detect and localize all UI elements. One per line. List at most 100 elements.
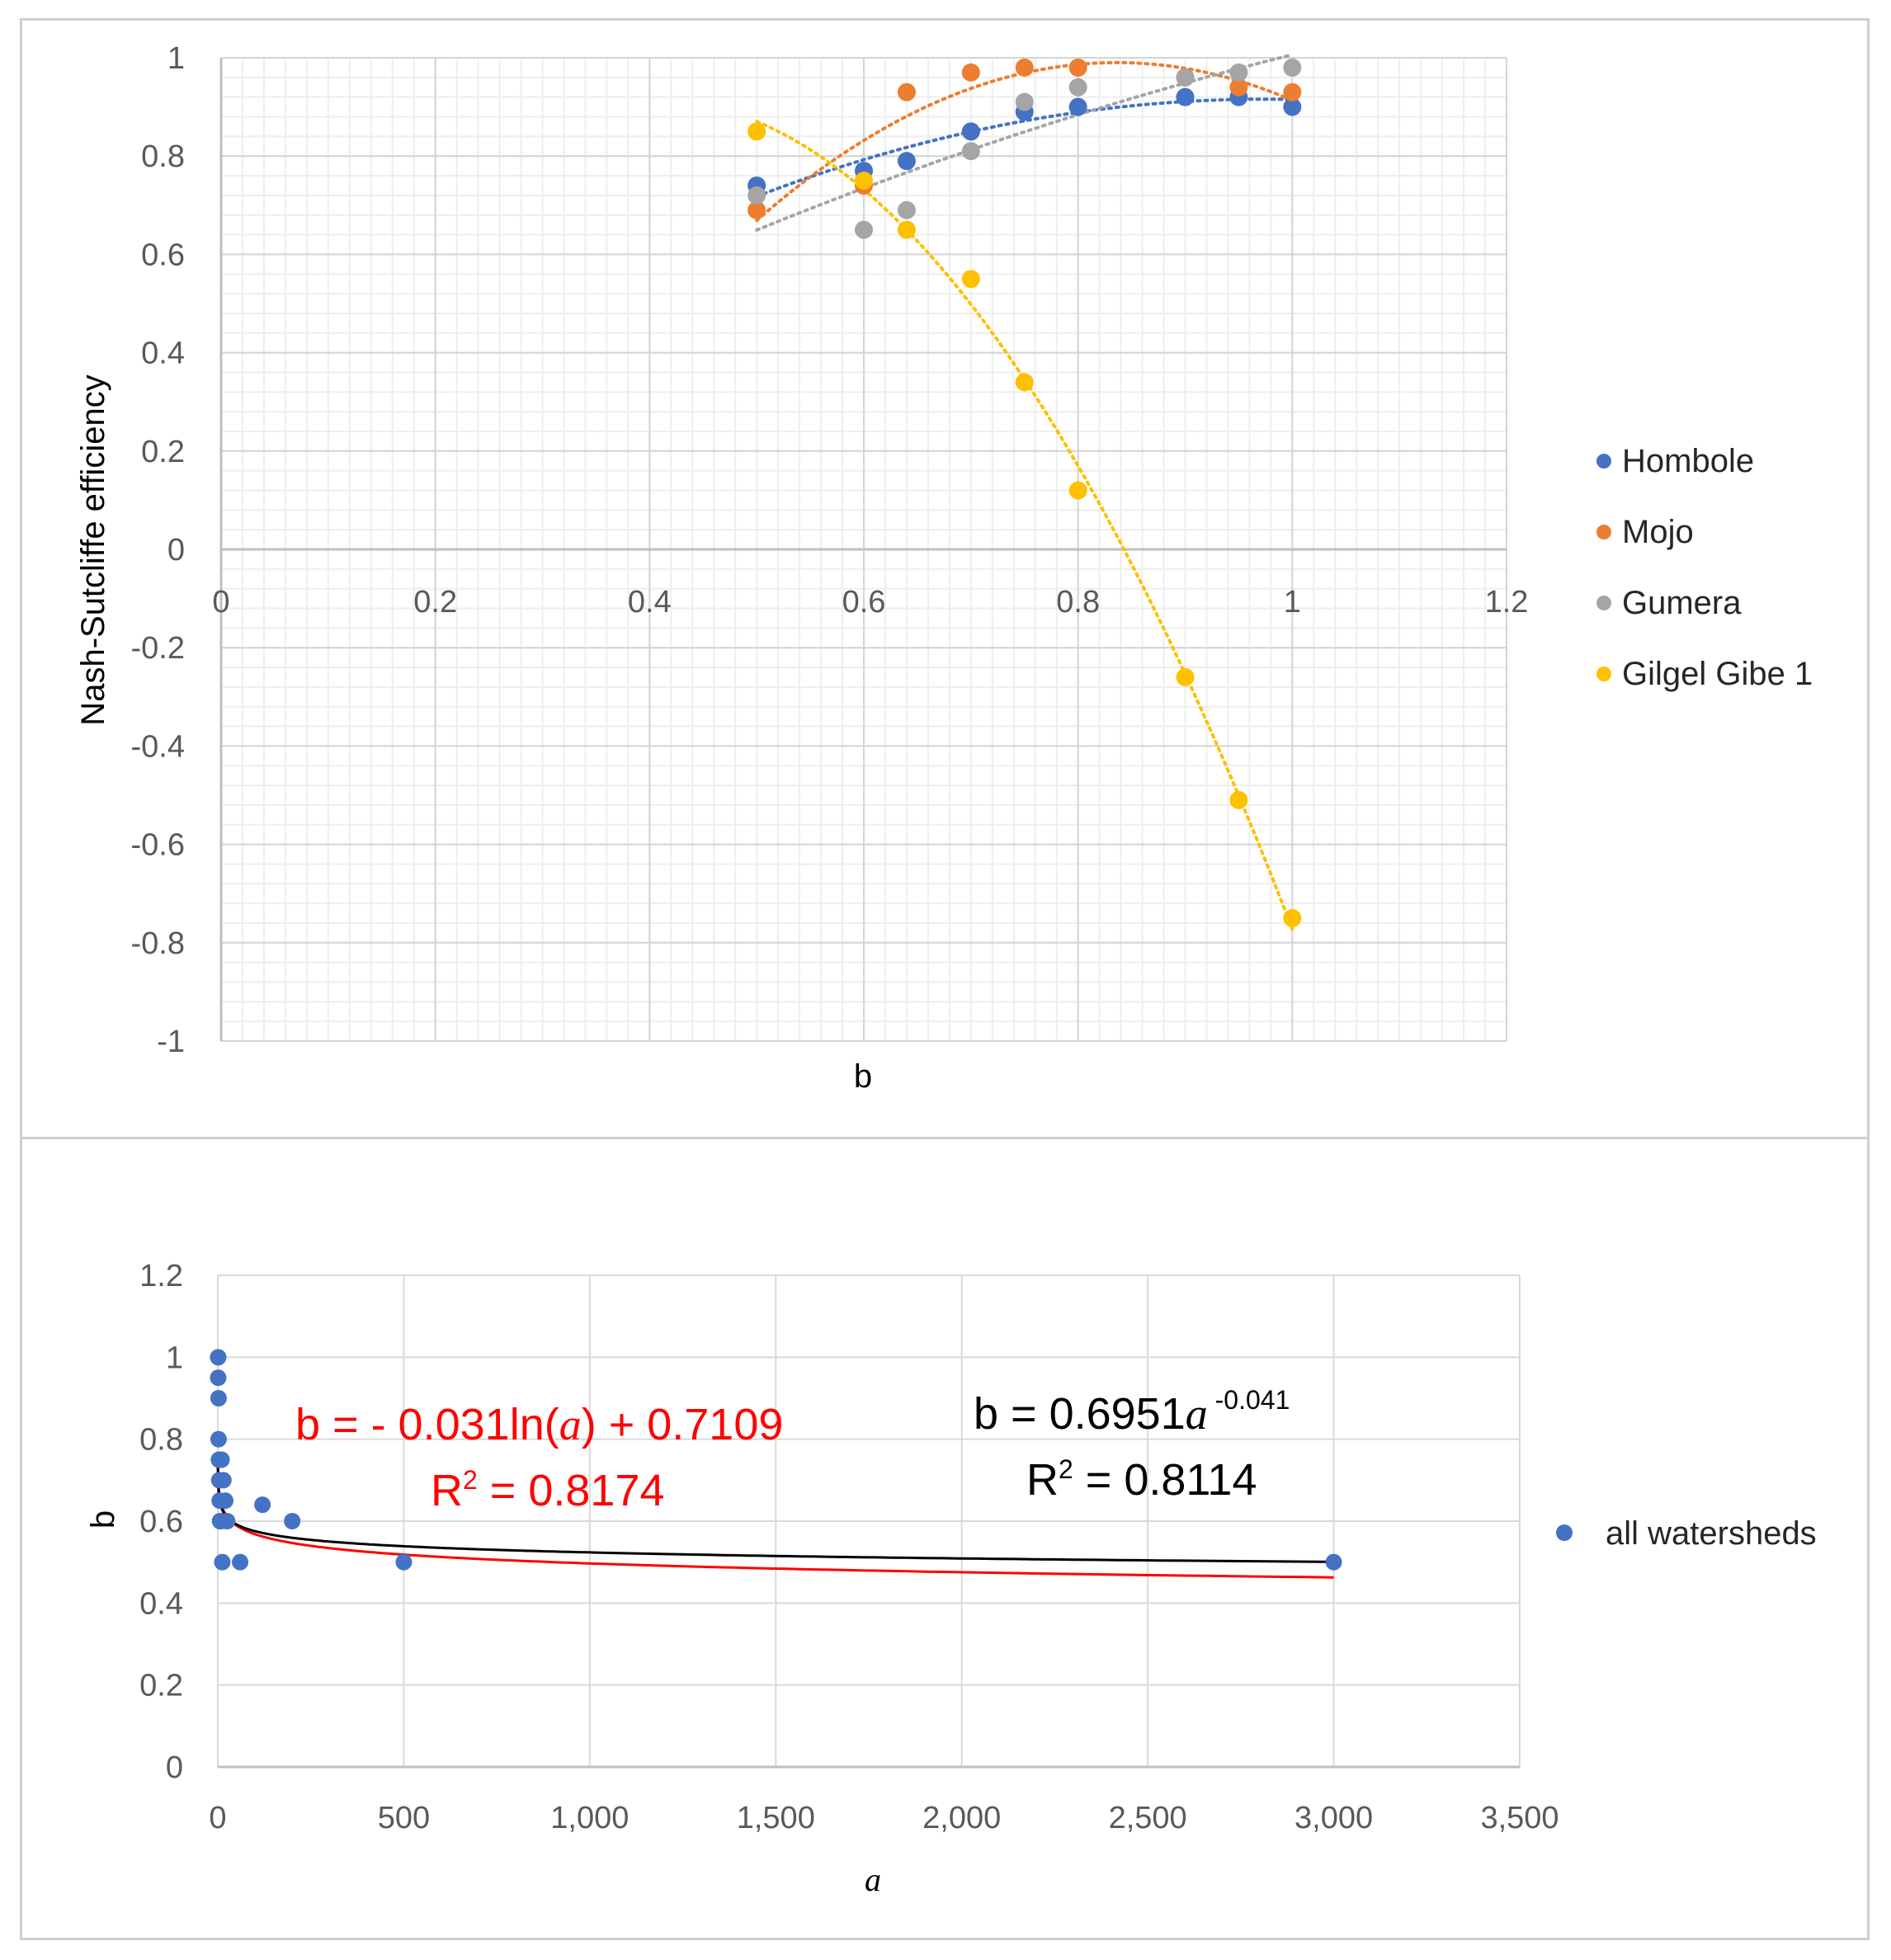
chart2-y-tick-label: 0.8 [139,1423,183,1458]
chart1-x-tick-label: 1 [1284,585,1301,620]
point-all-watersheds [1325,1553,1342,1571]
chart2-x-tick-label: 1,500 [737,1801,815,1835]
chart1-points [747,58,1302,927]
point-gumera [747,186,766,205]
trendline-gilgel-gibe-1 [755,120,1294,931]
point-all-watersheds [395,1553,413,1571]
point-gilgel-gibe-1 [1068,481,1087,500]
chart1-y-tick-label: -0.8 [131,926,185,961]
point-gilgel-gibe-1 [961,270,980,289]
chart2-y-tick-label: 0.4 [139,1586,183,1621]
point-gilgel-gibe-1 [855,172,873,190]
point-gilgel-gibe-1 [747,122,766,141]
chart1-y-tick-label: 0.2 [141,435,185,469]
chart1-x-axis-title: b [854,1058,872,1095]
legend-label-hombole: Hombole [1622,443,1754,479]
point-gumera [961,142,980,161]
chart2-y-tick-label: 0.2 [139,1669,183,1703]
legend-marker-hombole [1596,454,1611,469]
chart2-tick-labels: 0 500 1,000 1,500 2,000 2,500 3,000 3,500 1.2 1 0.… [139,1259,1559,1835]
point-all-watersheds [215,1472,232,1489]
point-gumera [1068,78,1087,97]
point-all-watersheds [284,1513,301,1529]
figure-frame [20,18,1870,1940]
point-all-watersheds [210,1349,227,1366]
point-all-watersheds [210,1390,227,1406]
chart2-x-tick-label: 3,500 [1480,1801,1559,1835]
point-all-watersheds [232,1553,249,1571]
point-all-watersheds [219,1513,236,1529]
point-hombole [897,152,916,171]
chart2-x-tick-label: 1,000 [550,1801,629,1835]
point-gilgel-gibe-1 [1229,790,1248,809]
log-fit-equation: b = - 0.031ln(a) + 0.7109 [295,1400,783,1449]
chart1-y-tick-label: -0.6 [131,828,185,863]
chart2-x-tick-label: 500 [378,1801,430,1835]
legend-marker-gilgel-gibe-1 [1596,667,1611,681]
legend-marker-all-watersheds [1556,1524,1573,1541]
point-all-watersheds [213,1451,230,1468]
trendline-mojo [755,60,1294,223]
chart2-points [210,1349,1342,1571]
point-gumera [855,220,873,239]
chart2-y-tick-label: 1 [166,1340,183,1375]
point-all-watersheds [210,1369,227,1387]
point-all-watersheds [210,1430,227,1448]
chart1-tick-labels: 0 0.2 0.4 0.6 0.8 1 1.2 1 0.8 0.6 0.4 0.2 0 -0.2 -0.4 -… [131,41,1529,1059]
chart1-x-tick-label: 0 [212,585,229,620]
point-gilgel-gibe-1 [897,220,916,239]
chart2-y-tick-label: 1.2 [139,1259,183,1293]
chart2-x-axis-title: a [865,1861,881,1898]
power-fit-r2: R2 = 0.8114 [1026,1454,1257,1505]
chart1-y-tick-label: -0.4 [131,729,185,764]
legend-label-mojo: Mojo [1622,514,1694,550]
point-mojo [961,63,980,82]
chart2-y-tick-label: 0.6 [139,1505,183,1539]
point-mojo [747,200,766,219]
legend-marker-gumera [1596,596,1611,610]
point-gilgel-gibe-1 [1283,909,1302,927]
chart1-legend: Hombole Mojo Gumera Gilgel Gibe 1 [1596,443,1813,692]
point-hombole [1068,97,1087,116]
legend-label-gilgel-gibe-1: Gilgel Gibe 1 [1622,656,1813,692]
chart2-x-tick-label: 0 [209,1801,226,1835]
point-gumera [1229,63,1248,82]
nse-vs-b-chart: 0 0.2 0.4 0.6 0.8 1 1.2 1 0.8 0.6 0.4 0.2 0 -0.2 -0.4 -… [75,41,1813,1095]
chart2-gridlines [217,1274,1521,1769]
point-hombole [1176,87,1195,106]
chart1-y-tick-label: 0.4 [141,337,185,371]
chart1-x-tick-label: 1.2 [1485,585,1529,620]
point-gumera [1015,92,1034,111]
point-all-watersheds [254,1496,271,1514]
point-all-watersheds [217,1492,234,1510]
chart1-y-tick-label: 1 [167,41,185,76]
point-mojo [1229,78,1248,97]
chart2-x-tick-label: 2,500 [1109,1801,1187,1835]
point-hombole [1283,97,1302,116]
point-gumera [1176,68,1195,87]
legend-label-gumera: Gumera [1622,585,1742,621]
point-mojo [1068,58,1087,77]
chart1-x-tick-label: 0.8 [1056,585,1100,620]
trendline-gumera [755,53,1294,232]
chart2-legend: all watersheds [1556,1515,1817,1552]
chart1-x-tick-label: 0.6 [842,585,886,620]
legend-marker-mojo [1596,525,1611,539]
point-hombole [961,122,980,141]
point-gilgel-gibe-1 [1015,373,1034,392]
point-gilgel-gibe-1 [1176,667,1195,686]
chart2-y-tick-label: 0 [166,1750,183,1785]
point-mojo [1283,82,1302,101]
chart1-y-axis-title: Nash-Sutcliffe efficiency [75,375,111,725]
point-gumera [1283,58,1302,77]
point-mojo [1015,58,1034,77]
chart1-x-tick-label: 0.4 [628,585,672,620]
chart1-y-tick-label: -0.2 [131,631,185,666]
chart1-y-tick-label: 0.8 [141,139,185,174]
point-all-watersheds [214,1553,231,1571]
panel-divider [20,1137,1870,1139]
legend-label-all-watersheds: all watersheds [1606,1515,1817,1552]
chart1-y-tick-label: 0.6 [141,238,185,272]
log-fit-r2: R2 = 0.8174 [431,1465,665,1515]
